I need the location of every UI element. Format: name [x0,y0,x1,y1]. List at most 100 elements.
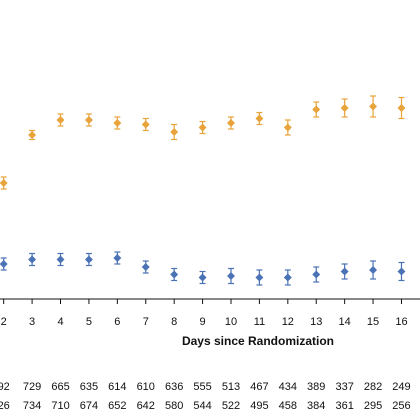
data-point [198,123,207,132]
data-point [84,255,93,264]
risk-count: 458 [279,400,297,412]
risk-count: 256 [392,400,410,412]
data-point-group [312,266,321,283]
risk-count: 513 [222,381,240,393]
risk-count: 544 [193,400,211,412]
data-point-group [312,101,321,118]
x-tick-label: 5 [86,316,92,328]
data-point [255,273,264,282]
data-point-group [0,257,8,271]
risk-count: 635 [80,381,98,393]
data-point-group [283,269,292,286]
data-point [113,119,122,127]
data-point-group [397,96,406,120]
data-point [56,116,65,124]
x-tick-label: 12 [282,316,294,328]
data-point-group [170,267,179,282]
data-point [255,114,264,123]
data-point-group [340,98,349,118]
x-tick-label: 16 [395,316,407,328]
risk-count: 555 [193,381,211,393]
risk-count: 652 [108,400,126,412]
data-point [397,267,406,276]
data-series-2 [0,251,406,286]
data-point-group [397,261,406,282]
risk-count: 249 [392,381,410,393]
data-point-group [369,260,378,280]
data-point-group [56,113,65,127]
data-point-group [170,123,179,141]
data-point [312,105,321,114]
data-point-group [283,119,292,136]
data-series-1 [0,95,406,190]
data-point [0,260,8,268]
data-point [0,179,8,187]
data-point [369,102,378,111]
risk-count: 710 [51,400,69,412]
data-point-group [198,270,207,285]
data-point-group [141,117,150,132]
risk-count: 389 [307,381,325,393]
number-at-risk-table: 92 729 665 635 614 610 636 555 513 467 434 389 337 28… [0,381,411,412]
data-point-group [113,251,122,265]
x-axis-title: Days since Randomization [182,334,334,348]
risk-count: 434 [279,381,297,393]
risk-count: 384 [307,400,325,412]
risk-count: 282 [364,381,382,393]
data-point [340,267,349,276]
data-point [369,266,378,274]
risk-row-1: 92 729 665 635 614 610 636 555 513 467 434 389 337 28… [0,381,411,393]
risk-count: 522 [222,400,240,412]
x-tick-label: 9 [200,316,206,328]
data-point-group [255,269,264,286]
data-point [28,131,37,139]
risk-count: 610 [137,381,155,393]
risk-count: 642 [137,400,155,412]
data-point-group [227,267,235,285]
data-point [170,128,179,136]
risk-count: 361 [335,400,353,412]
data-point [227,119,235,127]
x-axis-ticks: 2 3 4 5 6 7 8 9 10 11 12 13 14 15 16 [1,299,408,328]
data-point [340,104,349,112]
data-point-group [340,263,349,280]
x-tick-label: 13 [310,316,322,328]
data-point-group [369,95,378,118]
risk-count: 467 [250,381,268,393]
data-point-group [113,116,122,130]
data-point-group [28,252,37,267]
data-point-group [0,176,8,190]
risk-count: 495 [250,400,268,412]
x-tick-label: 3 [29,316,35,328]
data-point-group [84,113,93,127]
x-tick-label: 14 [339,316,351,328]
x-tick-label: 6 [114,316,120,328]
x-tick-label: 8 [171,316,177,328]
risk-count: 734 [23,400,41,412]
x-tick-label: 7 [143,316,149,328]
data-point [312,270,321,279]
risk-count: 674 [80,400,98,412]
x-tick-label: 4 [57,316,63,328]
data-point [397,104,406,112]
risk-count: 665 [51,381,69,393]
risk-count: 92 [0,381,10,393]
data-point [84,116,93,124]
data-point-group [56,252,65,267]
risk-count: 295 [364,400,382,412]
data-point [227,272,235,280]
risk-count: 337 [335,381,353,393]
x-tick-label: 10 [225,316,237,328]
data-point-group [84,252,93,267]
data-point-group [255,111,264,126]
risk-count: 26 [0,400,10,412]
data-point [283,123,292,132]
data-point [198,273,207,282]
data-point [56,255,65,264]
data-point-group [141,260,150,274]
risk-row-2: 26 734 710 674 652 642 580 544 522 495 458 384 361 29… [0,400,411,412]
data-point-group [198,120,207,135]
risk-count: 580 [165,400,183,412]
risk-count: 729 [23,381,41,393]
risk-count: 614 [108,381,126,393]
